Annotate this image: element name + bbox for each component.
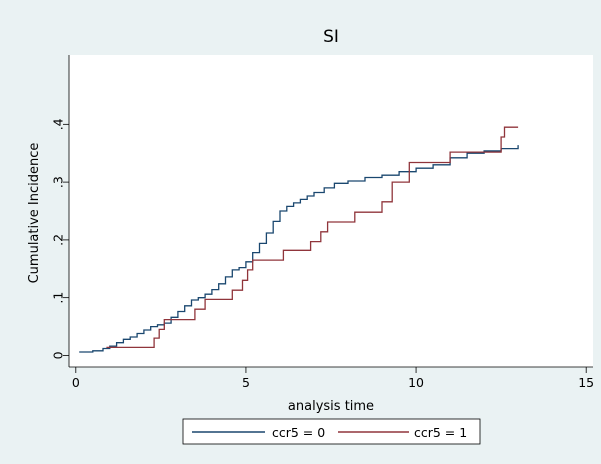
legend-label-ccr5-1: ccr5 = 1: [414, 425, 467, 440]
y-tick-label: .1: [51, 292, 66, 304]
y-tick-label: .3: [51, 176, 66, 188]
series-line-ccr5-1: [106, 126, 519, 349]
series-layer: [79, 126, 519, 353]
legend: ccr5 = 0 ccr5 = 1: [182, 418, 481, 445]
x-tick-label: 0: [72, 375, 80, 390]
legend-box: [182, 418, 481, 445]
x-axis-title: analysis time: [288, 399, 374, 414]
axes: 0 5 10 15 0 .1 .2 .3 .4: [51, 55, 594, 390]
y-tick-label: .4: [51, 118, 66, 130]
y-axis-title: Cumulative Incidence: [27, 143, 42, 284]
x-tick-label: 15: [578, 375, 594, 390]
series-line-ccr5-0: [79, 145, 519, 353]
x-tick-label: 5: [242, 375, 250, 390]
legend-label-ccr5-0: ccr5 = 0: [272, 425, 325, 440]
chart-title: SI: [323, 27, 339, 47]
plot-area: [69, 55, 593, 367]
x-tick-label: 10: [408, 375, 424, 390]
y-tick-label: 0: [51, 351, 66, 359]
y-tick-label: .2: [51, 234, 66, 246]
